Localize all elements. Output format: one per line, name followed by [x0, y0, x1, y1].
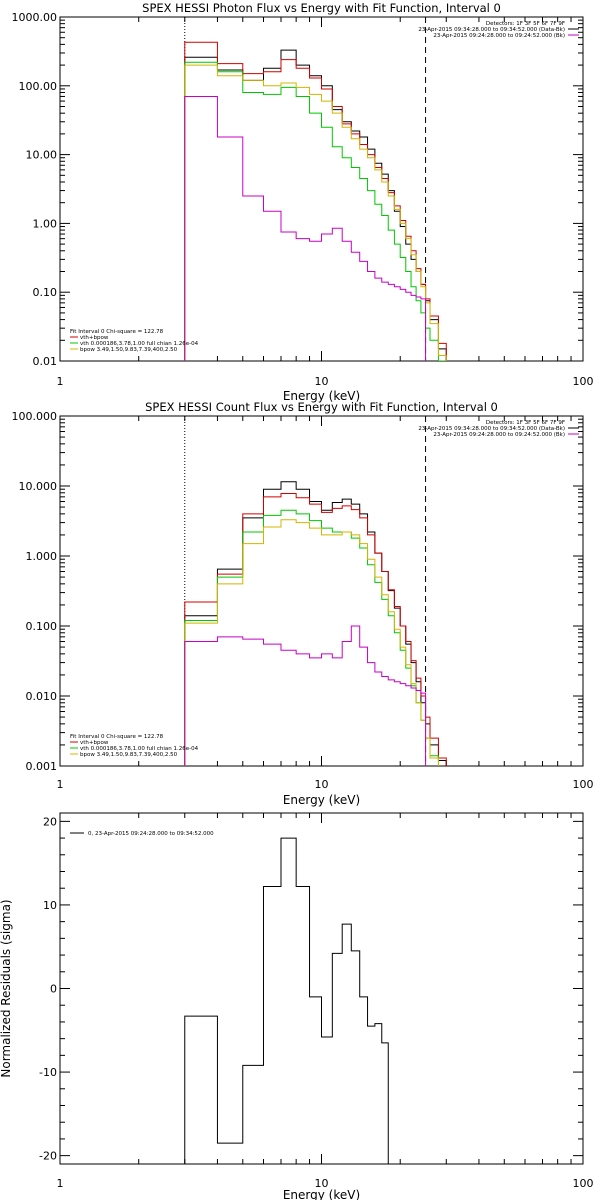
y-tick-label: 1.000 [26, 550, 58, 563]
legend-text: 23-Apr-2015 09:24:28.000 to 09:24:52.000… [433, 33, 565, 39]
y-tick-label: 0.010 [26, 690, 58, 703]
x-tick-label: 100 [573, 375, 594, 388]
x-tick-label: 10 [315, 375, 329, 388]
series-line-vth [184, 509, 439, 766]
x-axis-label: Energy (keV) [283, 793, 360, 807]
series-line-data-bk [184, 49, 447, 361]
y-tick-label: 10 [43, 899, 57, 912]
x-tick-label: 1 [57, 778, 64, 791]
series-group [184, 837, 389, 1164]
x-tick-label: 100 [573, 778, 594, 791]
series-line-vth-bpow [184, 493, 447, 766]
series-group [184, 41, 447, 361]
chart-panel-3: 1 10 100 -20 -10 0 10 20 Energy (keV) Normalized … [0, 812, 594, 1200]
legend-text: vth+bpow [80, 740, 109, 746]
legend-text: vth 0.000186,3.78,1.00 full chian 1.26e-… [80, 746, 199, 752]
series-line-bpow [184, 64, 447, 361]
y-tick-label: -20 [39, 1150, 57, 1163]
legend-text: Fit Interval 0 Chi-square = 122.78 [70, 329, 164, 335]
x-tick-label: 1 [57, 375, 64, 388]
y-tick-label: 100.000 [12, 410, 58, 423]
plot-frame [59, 415, 584, 767]
series-line-data-bk [184, 481, 447, 766]
y-tick-label: 10.000 [19, 480, 58, 493]
legend-text: 0, 23-Apr-2015 09:24:28.000 to 09:34:52.… [88, 831, 214, 837]
y-tick-label: 100.00 [19, 80, 58, 93]
legend-text: bpow 3.49,1.50,9.83,7.39,400,2.50 [80, 752, 178, 758]
legend-text: 23-Apr-2015 09:34:28.000 to 09:34:52.000… [418, 27, 565, 33]
legend-text: 23-Apr-2015 09:34:28.000 to 09:34:52.000… [418, 426, 565, 432]
x-axis-label: Energy (keV) [283, 389, 360, 403]
y-tick-label: -10 [39, 1066, 57, 1079]
y-tick-label: 1000.00 [12, 11, 58, 24]
y-tick-label: 0 [50, 983, 57, 996]
legend-text: Detectors: 1F 3F 5F 6F 7F 9F [486, 420, 565, 426]
y-tick-label: 1.00 [33, 217, 58, 230]
x-tick-label: 100 [573, 1177, 594, 1190]
y-tick-label: 20 [43, 815, 57, 828]
series-group [184, 481, 447, 766]
plot-frame [59, 16, 584, 362]
series-line-vth-bpow [184, 41, 447, 361]
series-line-bpow [184, 519, 439, 766]
series-line-0-23-apr-2015-09-24-28-000-to-09-34-52-000 [184, 837, 389, 1164]
y-tick-label: 0.001 [26, 760, 58, 773]
y-axis-label: Normalized Residuals (sigma) [0, 899, 13, 1077]
legend-text: bpow 3.49,1.50,9.83,7.39,400,2.50 [80, 347, 178, 353]
series-line-bk [184, 625, 427, 766]
legend-text: Fit Interval 0 Chi-square = 122.78 [70, 734, 164, 740]
x-tick-label: 10 [315, 778, 329, 791]
legend-text: 23-Apr-2015 09:24:28.000 to 09:24:52.000… [433, 432, 565, 438]
chart-panel-1: SPEX HESSI Photon Flux vs Energy with Fi… [12, 1, 594, 403]
chart-title: SPEX HESSI Count Flux vs Energy with Fit… [145, 400, 498, 414]
legend-text: vth+bpow [80, 335, 109, 341]
legend-text: Detectors: 1F 3F 5F 6F 7F 9F [486, 21, 565, 27]
legend-text: vth 0.000186,3.78,1.00 full chian 1.26e-… [80, 341, 199, 347]
chart-title: SPEX HESSI Photon Flux vs Energy with Fi… [142, 1, 501, 15]
x-tick-label: 10 [315, 1177, 329, 1190]
series-line-bk [184, 95, 427, 361]
y-tick-label: 0.100 [26, 620, 58, 633]
y-tick-label: 0.10 [33, 286, 58, 299]
series-line-vth [184, 61, 447, 361]
chart-panel-2: SPEX HESSI Count Flux vs Energy with Fit… [12, 400, 594, 807]
plot-frame [59, 812, 584, 1165]
y-tick-label: 0.01 [33, 355, 58, 368]
x-axis-label: Energy (keV) [283, 1188, 360, 1200]
x-tick-label: 1 [57, 1177, 64, 1190]
y-tick-label: 10.00 [26, 149, 58, 162]
